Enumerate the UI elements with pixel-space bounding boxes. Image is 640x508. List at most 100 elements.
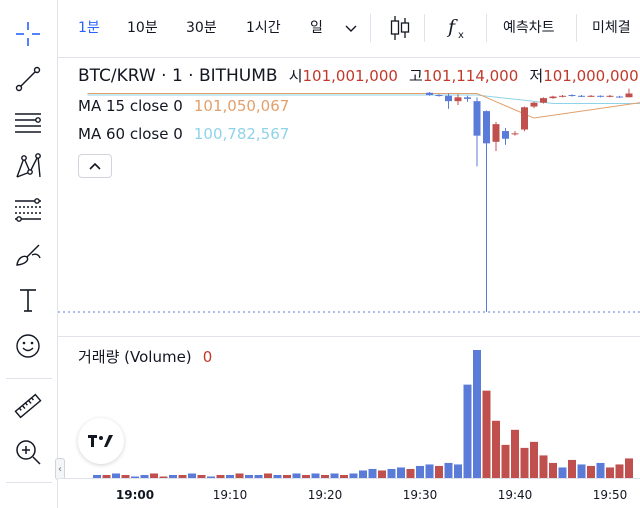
open-label: 시 bbox=[288, 67, 303, 85]
volume-bar bbox=[216, 474, 225, 478]
volume-bar bbox=[587, 465, 595, 478]
volume-bar bbox=[302, 474, 310, 478]
volume-bar bbox=[397, 467, 405, 478]
tradingview-logo[interactable] bbox=[78, 418, 124, 464]
candle-body bbox=[559, 95, 566, 97]
candle-body bbox=[597, 95, 604, 97]
volume-bar bbox=[416, 465, 424, 478]
ruler-icon[interactable] bbox=[8, 388, 48, 424]
volume-bar bbox=[558, 467, 567, 478]
unfilled-orders-button[interactable]: 미체결 bbox=[592, 20, 631, 36]
toolbar-divider bbox=[576, 14, 577, 42]
volume-bar bbox=[93, 474, 101, 478]
ma15-legend[interactable]: MA 15 close 0 101,050,067 bbox=[78, 96, 289, 115]
ma15-label: MA 15 close 0 bbox=[78, 97, 183, 115]
trend-line-icon[interactable] bbox=[8, 60, 48, 96]
candle-body bbox=[445, 95, 452, 102]
volume-bar bbox=[577, 464, 586, 478]
candle-body bbox=[454, 97, 462, 102]
volume-bar bbox=[606, 467, 614, 478]
high-value: 101,114,000 bbox=[422, 67, 519, 85]
volume-bar bbox=[387, 468, 396, 478]
volume-bar bbox=[406, 468, 415, 478]
svg-text:x: x bbox=[458, 30, 464, 41]
volume-bar bbox=[292, 473, 301, 478]
candle-body bbox=[625, 93, 633, 98]
volume-bar bbox=[121, 474, 130, 478]
high-label: 고 bbox=[409, 67, 423, 85]
candle-body bbox=[502, 131, 509, 139]
time-axis[interactable]: 19:00 19:10 19:20 19:30 19:40 19:50 bbox=[58, 478, 640, 508]
emoji-icon[interactable] bbox=[8, 328, 48, 364]
volume-bar bbox=[435, 465, 443, 478]
volume-bar bbox=[530, 441, 538, 478]
interval-1h-button[interactable]: 1시간 bbox=[246, 20, 281, 36]
pattern-icon[interactable] bbox=[8, 148, 48, 184]
volume-bar bbox=[283, 474, 291, 478]
interval-10m-button[interactable]: 10분 bbox=[127, 20, 158, 36]
text-icon[interactable] bbox=[8, 282, 48, 318]
toolbar-divider bbox=[6, 378, 52, 379]
volume-legend[interactable]: 거래량 (Volume) 0 bbox=[78, 346, 212, 367]
crosshair-icon[interactable] bbox=[8, 16, 48, 52]
toolbar-divider bbox=[370, 14, 371, 42]
volume-bar bbox=[150, 473, 158, 478]
chart-area[interactable]: BTC/KRW · 1 · BITHUMB 시101,001,000 고101,… bbox=[58, 58, 640, 508]
toolbar-divider bbox=[6, 482, 52, 483]
volume-bar bbox=[625, 458, 633, 478]
volume-bar bbox=[321, 474, 329, 478]
fib-icon[interactable] bbox=[8, 192, 48, 228]
ma60-legend[interactable]: MA 60 close 0 100,782,567 bbox=[78, 124, 289, 143]
volume-bar bbox=[112, 473, 120, 478]
candle-body bbox=[464, 97, 471, 99]
volume-value: 0 bbox=[202, 348, 213, 366]
volume-bar bbox=[501, 444, 510, 478]
ma15-value: 101,050,067 bbox=[193, 97, 290, 115]
volume-bar bbox=[473, 350, 481, 478]
candle-body bbox=[511, 133, 519, 135]
volume-bar bbox=[359, 470, 367, 478]
chevron-down-icon[interactable] bbox=[344, 15, 358, 43]
horizontal-lines-icon[interactable] bbox=[8, 104, 48, 140]
legend-collapse-button[interactable] bbox=[78, 154, 112, 178]
volume-bar bbox=[454, 464, 462, 478]
time-tick: 19:30 bbox=[402, 488, 438, 502]
ma60-value: 100,782,567 bbox=[193, 125, 290, 143]
time-tick: 19:10 bbox=[212, 488, 248, 502]
volume-bar bbox=[511, 429, 519, 478]
volume-bar bbox=[169, 474, 177, 478]
zoom-in-icon[interactable] bbox=[8, 434, 48, 470]
volume-bar bbox=[245, 474, 253, 478]
ma15-line bbox=[87, 93, 640, 119]
candle-body bbox=[616, 96, 623, 98]
time-tick: 19:40 bbox=[497, 488, 533, 502]
candle-body bbox=[549, 96, 557, 99]
volume-bar bbox=[615, 464, 624, 478]
volume-bar bbox=[235, 473, 244, 478]
volume-bar bbox=[539, 455, 548, 478]
symbol-label[interactable]: BTC/KRW · 1 · BITHUMB bbox=[78, 66, 278, 86]
chart-plot[interactable] bbox=[58, 58, 640, 508]
volume-bar bbox=[520, 447, 529, 478]
candle-body bbox=[568, 95, 576, 97]
volume-bar bbox=[378, 470, 386, 478]
candle-style-icon[interactable] bbox=[388, 13, 412, 41]
brush-icon[interactable] bbox=[8, 236, 48, 272]
interval-30m-button[interactable]: 30분 bbox=[186, 20, 217, 36]
volume-bar bbox=[273, 474, 282, 478]
toolbar-divider bbox=[424, 14, 425, 42]
volume-bar bbox=[264, 473, 272, 478]
volume-bar bbox=[596, 462, 605, 478]
volume-label: 거래량 (Volume) bbox=[78, 348, 192, 366]
period-select[interactable]: 일 bbox=[310, 20, 323, 36]
candle-body bbox=[435, 95, 443, 97]
volume-bar bbox=[131, 476, 139, 478]
open-value: 101,001,000 bbox=[302, 67, 398, 85]
prediction-chart-button[interactable]: 예측차트 bbox=[503, 20, 555, 36]
candle-body bbox=[587, 95, 595, 97]
volume-bar bbox=[159, 476, 168, 478]
interval-1m-button[interactable]: 1분 bbox=[78, 20, 100, 36]
pane-separator[interactable] bbox=[58, 336, 640, 337]
